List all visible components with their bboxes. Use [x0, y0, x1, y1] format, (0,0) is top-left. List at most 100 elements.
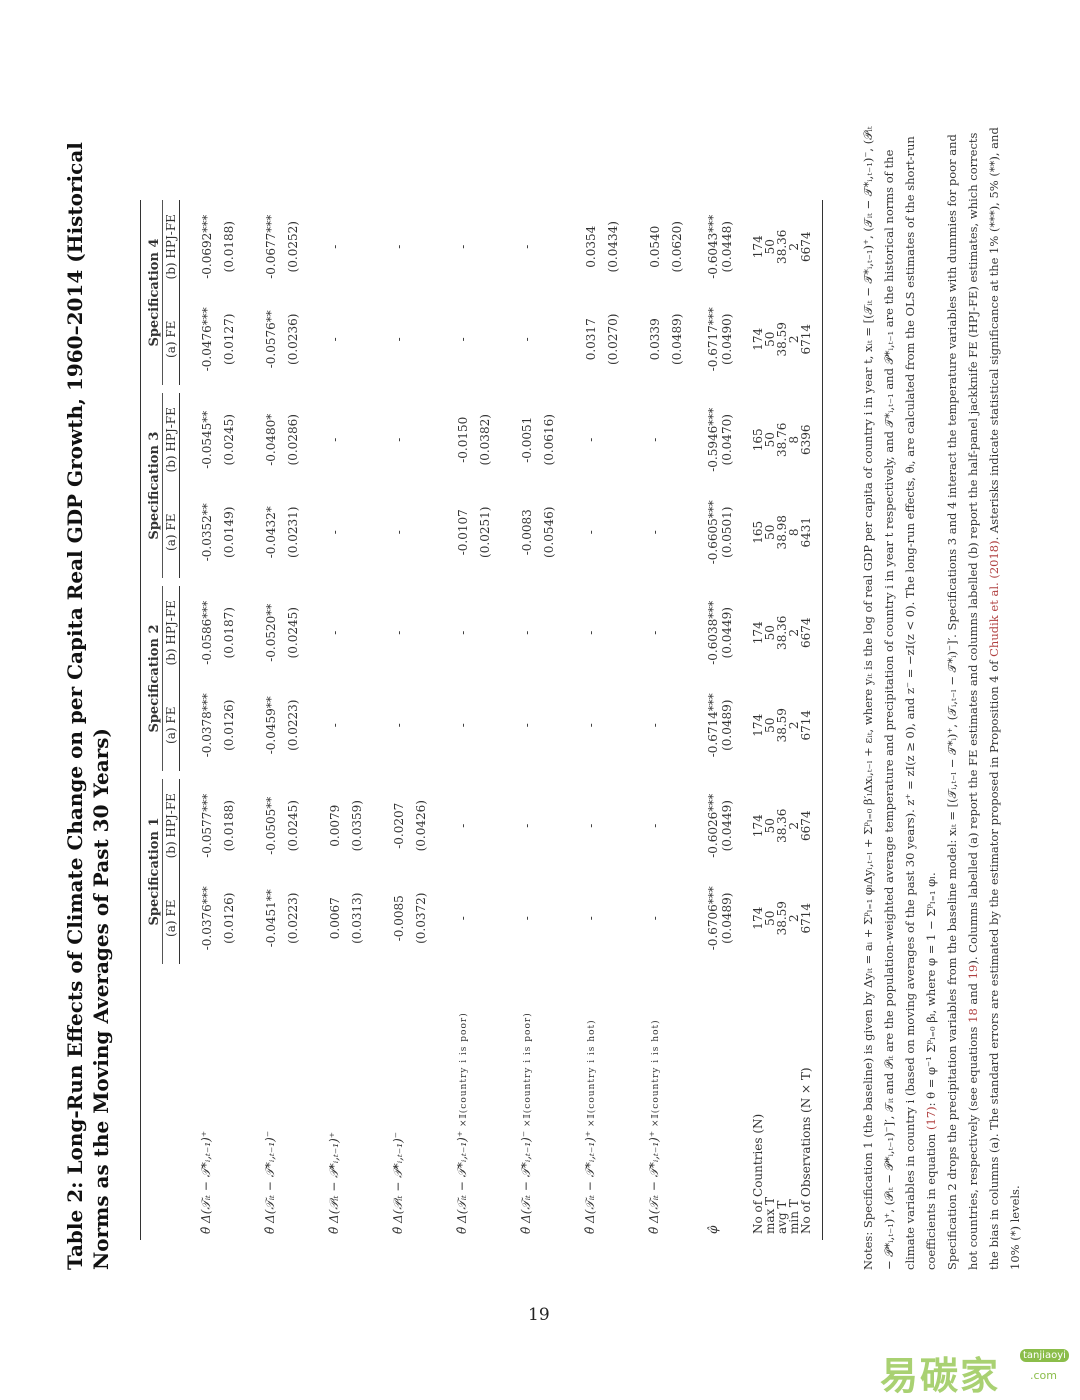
table-row-phi-se: (0.0489) (0.0449) (0.0489) (0.0449) (0.0501)… [720, 200, 734, 1240]
estimate-cell: - [520, 630, 534, 635]
std-error-cell [662, 679, 692, 771]
estimate-cell: - [392, 630, 406, 635]
estimate-cell: -0.0083 [520, 509, 534, 556]
spacer [436, 385, 470, 393]
estimate-cell: -0.6714*** [706, 693, 720, 758]
spacer [734, 385, 764, 393]
page-number: 19 [528, 1305, 550, 1325]
row-label: max T [763, 1196, 777, 1234]
subheader-row: (a) FE (b) HPJ-FE (a) FE (b) HPJ-FE (a) FE (b… [162, 200, 180, 1240]
spacer [628, 578, 662, 586]
count-cell: 174 [751, 713, 765, 737]
estimate-cell: 0.0067 [328, 897, 342, 940]
spacer [147, 385, 163, 393]
watermark-en: tanjiaoyi [1020, 1349, 1069, 1362]
table-row-estimate: θ̂ Δ(𝒫ᵢₜ − 𝒫*ᵢ,ₜ₋₁)⁺ 0.0067 0.0079 - - - - - - [308, 200, 342, 1240]
row-label: θ̂ Δ(𝒯ᵢₜ − 𝒯*ᵢ,ₜ₋₁)⁺ ×𝕀(country i is poo… [436, 964, 470, 1240]
estimate-cell: 0.0317 [584, 318, 598, 361]
std-error-cell: (0.0489) [720, 892, 734, 944]
estimate-cell: - [584, 823, 598, 828]
equation-link[interactable]: 19 [966, 964, 980, 980]
spec-header: Specification 1 [147, 779, 163, 964]
std-error-cell [342, 586, 372, 679]
estimate-cell: -0.0459** [264, 696, 278, 755]
estimate-cell: - [328, 630, 342, 635]
std-error-cell: (0.0126) [222, 699, 236, 751]
std-error-cell: (0.0231) [286, 506, 300, 558]
std-error-cell: (0.0382) [478, 414, 492, 466]
std-error-cell [662, 872, 692, 964]
estimate-cell: - [328, 530, 342, 535]
row-label-empty [406, 964, 436, 1240]
row-label-math: θ̂ Δ(𝒯ᵢₜ − 𝒯*ᵢ,ₜ₋₁)⁺ [647, 1130, 661, 1234]
estimate-cell: -0.6717*** [706, 307, 720, 372]
spacer [163, 578, 180, 586]
estimate-cell: -0.0352** [200, 503, 214, 562]
std-error-cell: (0.0501) [720, 506, 734, 558]
std-error-cell: (0.0223) [286, 699, 300, 751]
column-header-fe: (a) FE [162, 486, 180, 579]
row-label-empty [662, 964, 692, 1240]
spacer [598, 771, 628, 779]
std-error-cell [598, 586, 628, 679]
spacer [692, 771, 720, 779]
std-error-cell [598, 872, 628, 964]
estimate-cell: -0.6605*** [706, 500, 720, 565]
spacer [180, 578, 215, 586]
estimate-cell: - [520, 823, 534, 828]
std-error-cell: (0.0616) [542, 414, 556, 466]
table-row-se: (0.0313) (0.0359) [342, 200, 372, 1240]
spacer [720, 385, 734, 393]
notes-text: and [966, 979, 980, 1009]
spec-header: Specification 3 [147, 393, 163, 579]
spacer [500, 771, 534, 779]
citation-link[interactable]: Chudik et al. (2018) [987, 540, 1001, 657]
spacer [180, 385, 215, 393]
table-row-estimate: θ̂ Δ(𝒯ᵢₜ − 𝒯*ᵢ,ₜ₋₁)⁺ ×𝕀(country i is hot… [628, 200, 662, 1240]
spacer [163, 385, 180, 393]
count-cell: 174 [751, 814, 765, 838]
spacer [598, 385, 628, 393]
estimate-cell: - [392, 437, 406, 442]
estimate-cell: -0.0476*** [200, 307, 214, 372]
spacer [244, 385, 278, 393]
std-error-cell: (0.0489) [720, 699, 734, 751]
table-row-se: (0.0489) (0.0620) [662, 200, 692, 1240]
estimate-cell: -0.6038*** [706, 600, 720, 665]
estimate-cell: - [520, 916, 534, 921]
std-error-cell [534, 586, 564, 679]
spec-header-row: Specification 1 Specification 2 Specificat… [147, 200, 163, 1240]
equation-link[interactable]: 18 [966, 1008, 980, 1023]
estimate-cell: - [648, 723, 662, 728]
spacer [163, 771, 180, 779]
estimate-cell: -0.0586*** [200, 600, 214, 665]
count-cell: 6674 [799, 586, 823, 680]
column-header-hpj: (b) HPJ-FE [162, 200, 180, 294]
std-error-cell [406, 486, 436, 578]
equation-link[interactable]: (17) [924, 1106, 938, 1131]
watermark-cn: 易碳家 [880, 1354, 1001, 1398]
estimate-cell: -0.0520** [264, 603, 278, 662]
count-cell: 6714 [799, 679, 823, 772]
row-label: θ̂ Δ(𝒫ᵢₜ − 𝒫*ᵢ,ₜ₋₁)⁻ [372, 964, 406, 1240]
spacer [342, 385, 372, 393]
std-error-cell [342, 200, 372, 294]
std-error-cell [662, 586, 692, 679]
std-error-cell: (0.0223) [286, 892, 300, 944]
estimate-cell: - [392, 337, 406, 342]
count-cell: 174 [751, 235, 765, 259]
std-error-cell: (0.0245) [286, 800, 300, 852]
row-label: θ̂ Δ(𝒯ᵢₜ − 𝒯*ᵢ,ₜ₋₁)⁺ ×𝕀(country i is hot… [564, 964, 598, 1240]
row-label-math: θ̂ Δ(𝒫ᵢₜ − 𝒫*ᵢ,ₜ₋₁)⁺ [327, 1131, 341, 1234]
spacer [278, 771, 308, 779]
count-cell: 165 [751, 520, 765, 544]
estimate-cell: - [392, 530, 406, 535]
spacer [500, 385, 534, 393]
spacer [764, 385, 776, 393]
estimate-cell: -0.0376*** [200, 886, 214, 951]
spacer [598, 578, 628, 586]
estimate-cell: -0.0577*** [200, 793, 214, 858]
spacer [244, 771, 278, 779]
estimate-cell: - [392, 244, 406, 249]
estimate-cell: -0.0107 [456, 509, 470, 556]
